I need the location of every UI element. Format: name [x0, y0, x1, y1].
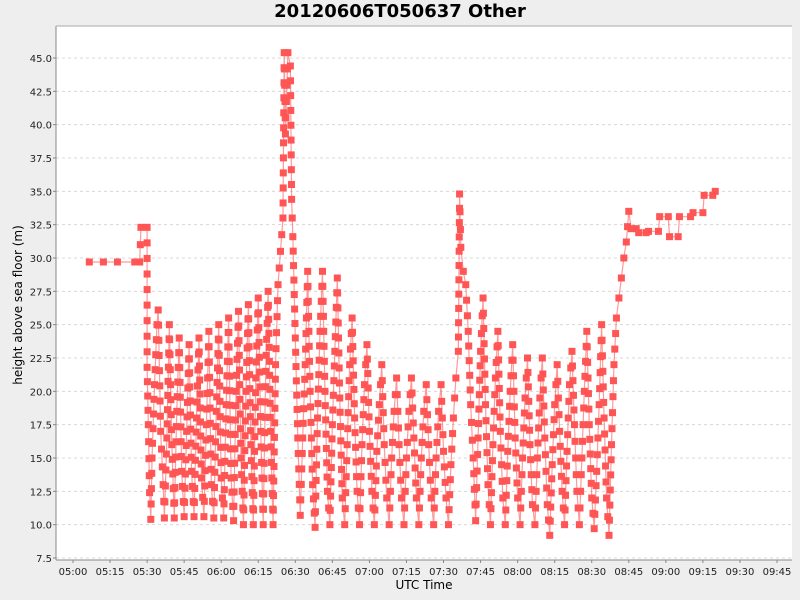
- svg-text:10.0: 10.0: [30, 521, 52, 532]
- svg-text:07:45: 07:45: [466, 567, 495, 578]
- svg-text:40.0: 40.0: [30, 121, 52, 132]
- svg-text:12.5: 12.5: [30, 487, 52, 498]
- svg-text:05:45: 05:45: [170, 567, 199, 578]
- svg-text:15.0: 15.0: [30, 454, 52, 465]
- svg-text:06:45: 06:45: [318, 567, 347, 578]
- data-markers: [85, 49, 719, 539]
- svg-text:17.5: 17.5: [30, 421, 52, 432]
- svg-text:09:30: 09:30: [726, 567, 755, 578]
- svg-text:07:00: 07:00: [355, 567, 384, 578]
- svg-text:45.0: 45.0: [30, 54, 52, 65]
- svg-text:06:15: 06:15: [244, 567, 273, 578]
- svg-text:07:30: 07:30: [429, 567, 458, 578]
- svg-text:27.5: 27.5: [30, 287, 52, 298]
- svg-text:32.5: 32.5: [30, 221, 52, 232]
- svg-text:08:00: 08:00: [503, 567, 532, 578]
- svg-text:06:30: 06:30: [281, 567, 310, 578]
- y-axis-label: height above sea floor (m): [11, 225, 25, 385]
- svg-text:05:15: 05:15: [96, 567, 125, 578]
- svg-text:25.0: 25.0: [30, 321, 52, 332]
- svg-text:05:00: 05:00: [59, 567, 88, 578]
- y-tick-labels: 7.5 10.0 12.5 15.0 17.5 20.0 22.5 25.0 27.5 30.0 3…: [30, 54, 56, 565]
- svg-text:09:15: 09:15: [688, 567, 717, 578]
- svg-text:42.5: 42.5: [30, 87, 52, 98]
- svg-text:08:45: 08:45: [614, 567, 643, 578]
- svg-text:7.5: 7.5: [36, 554, 52, 565]
- svg-text:05:30: 05:30: [133, 567, 162, 578]
- svg-text:35.0: 35.0: [30, 187, 52, 198]
- svg-text:07:15: 07:15: [392, 567, 421, 578]
- svg-text:08:15: 08:15: [540, 567, 569, 578]
- chart-title: 20120606T050637 Other: [274, 1, 526, 22]
- svg-text:06:00: 06:00: [207, 567, 236, 578]
- svg-text:30.0: 30.0: [30, 254, 52, 265]
- x-tick-labels: 05:00 05:15 05:30 05:45 06:00 06:15 06:30 06:45…: [59, 560, 792, 578]
- svg-text:09:00: 09:00: [651, 567, 680, 578]
- svg-text:22.5: 22.5: [30, 354, 52, 365]
- svg-text:37.5: 37.5: [30, 154, 52, 165]
- svg-text:09:45: 09:45: [763, 567, 792, 578]
- x-axis-label: UTC Time: [395, 578, 453, 592]
- svg-text:20.0: 20.0: [30, 387, 52, 398]
- plot-area: [56, 26, 792, 560]
- svg-text:08:30: 08:30: [577, 567, 606, 578]
